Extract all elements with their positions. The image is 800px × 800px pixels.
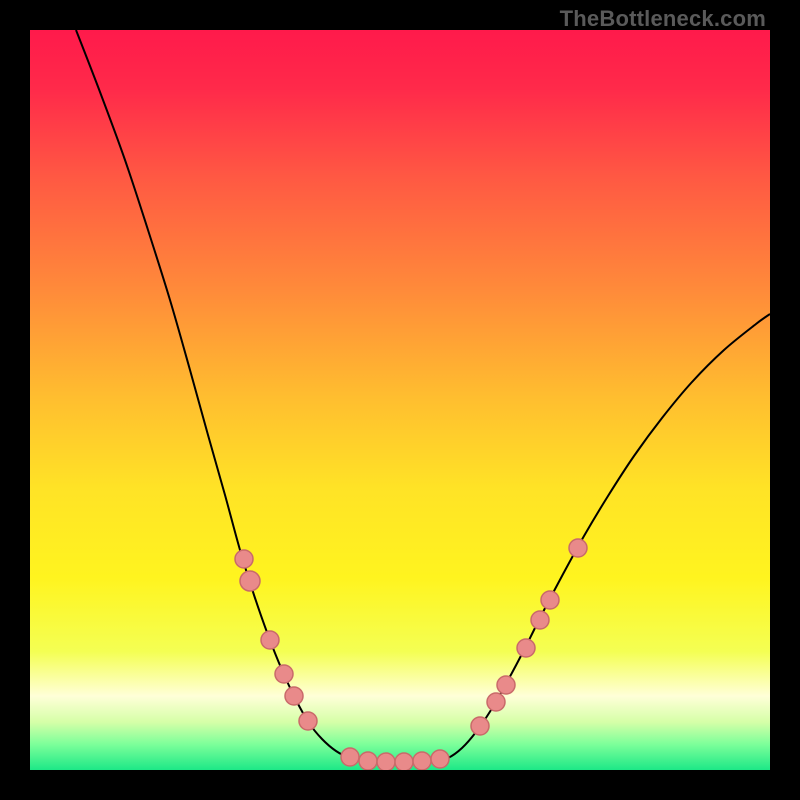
marker-left-3 xyxy=(275,665,293,683)
marker-floor-2 xyxy=(377,753,395,770)
marker-right-0 xyxy=(471,717,489,735)
plot-area xyxy=(30,30,770,770)
marker-right-5 xyxy=(541,591,559,609)
marker-right-4 xyxy=(531,611,549,629)
bottleneck-curve-chart xyxy=(30,30,770,770)
marker-floor-1 xyxy=(359,752,377,770)
gradient-background xyxy=(30,30,770,770)
marker-floor-0 xyxy=(341,748,359,766)
marker-left-4 xyxy=(285,687,303,705)
marker-left-5 xyxy=(299,712,317,730)
marker-right-3 xyxy=(517,639,535,657)
marker-right-1 xyxy=(487,693,505,711)
chart-frame: TheBottleneck.com xyxy=(0,0,800,800)
marker-left-1 xyxy=(240,571,260,591)
marker-left-0 xyxy=(235,550,253,568)
marker-floor-5 xyxy=(431,750,449,768)
marker-left-2 xyxy=(261,631,279,649)
marker-right-6 xyxy=(569,539,587,557)
marker-floor-3 xyxy=(395,753,413,770)
watermark-text: TheBottleneck.com xyxy=(560,6,766,32)
marker-floor-4 xyxy=(413,752,431,770)
marker-right-2 xyxy=(497,676,515,694)
